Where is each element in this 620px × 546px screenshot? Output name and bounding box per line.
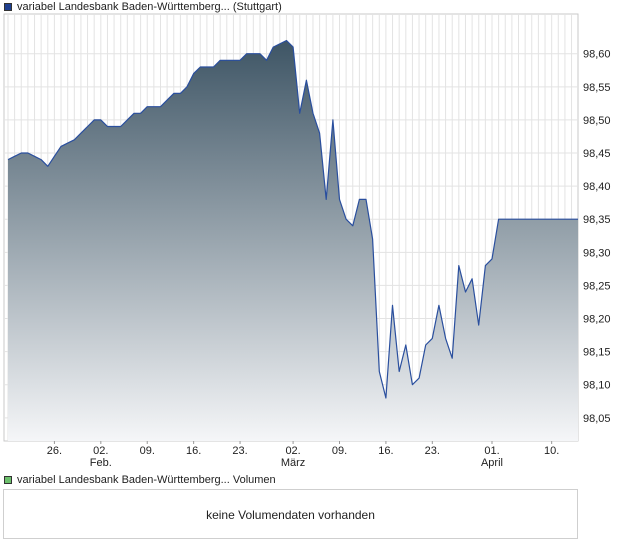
y-tick-label: 98,50 xyxy=(583,115,611,127)
x-tick-label: 23. xyxy=(232,445,247,457)
x-month-label: Feb. xyxy=(90,457,112,469)
price-legend-swatch xyxy=(4,3,12,11)
volume-legend: variabel Landesbank Baden-Württemberg...… xyxy=(4,473,276,487)
x-tick-label: 10. xyxy=(544,445,559,457)
y-tick-label: 98,35 xyxy=(583,214,611,226)
price-legend: variabel Landesbank Baden-Württemberg...… xyxy=(4,0,282,14)
x-tick-label: 09. xyxy=(140,445,155,457)
y-tick-label: 98,20 xyxy=(583,314,611,326)
volume-legend-swatch xyxy=(4,476,12,484)
y-tick-label: 98,55 xyxy=(583,82,611,94)
y-tick-label: 98,60 xyxy=(583,49,611,61)
price-chart: 98,05 98,10 98,15 98,20 98,25 98,30 98,35 98,40… xyxy=(3,13,611,469)
y-tick-label: 98,45 xyxy=(583,148,611,160)
x-tick-label: 02. xyxy=(285,445,300,457)
x-tick-label: 02. xyxy=(93,445,108,457)
y-tick-label: 98,15 xyxy=(583,347,611,359)
y-tick-label: 98,10 xyxy=(583,380,611,392)
volume-legend-label: variabel Landesbank Baden-Württemberg...… xyxy=(17,474,276,486)
x-tick-label: 16. xyxy=(186,445,201,457)
x-tick-label: 26. xyxy=(47,445,62,457)
price-area xyxy=(8,40,578,441)
y-tick-label: 98,05 xyxy=(583,413,611,425)
x-tick-label: 16. xyxy=(378,445,393,457)
y-tick-label: 98,25 xyxy=(583,280,611,292)
y-tick-label: 98,40 xyxy=(583,181,611,193)
price-line xyxy=(7,39,578,399)
price-legend-label: variabel Landesbank Baden-Württemberg...… xyxy=(17,1,282,13)
x-month-label: April xyxy=(481,457,503,469)
x-tick-label: 23. xyxy=(425,445,440,457)
y-tick-label: 98,30 xyxy=(583,247,611,259)
x-tick-label: 09. xyxy=(332,445,347,457)
x-month-label: März xyxy=(281,457,305,469)
volume-panel: keine Volumendaten vorhanden xyxy=(3,489,578,539)
x-tick-label: 01. xyxy=(484,445,499,457)
no-volume-message: keine Volumendaten vorhanden xyxy=(206,508,375,522)
